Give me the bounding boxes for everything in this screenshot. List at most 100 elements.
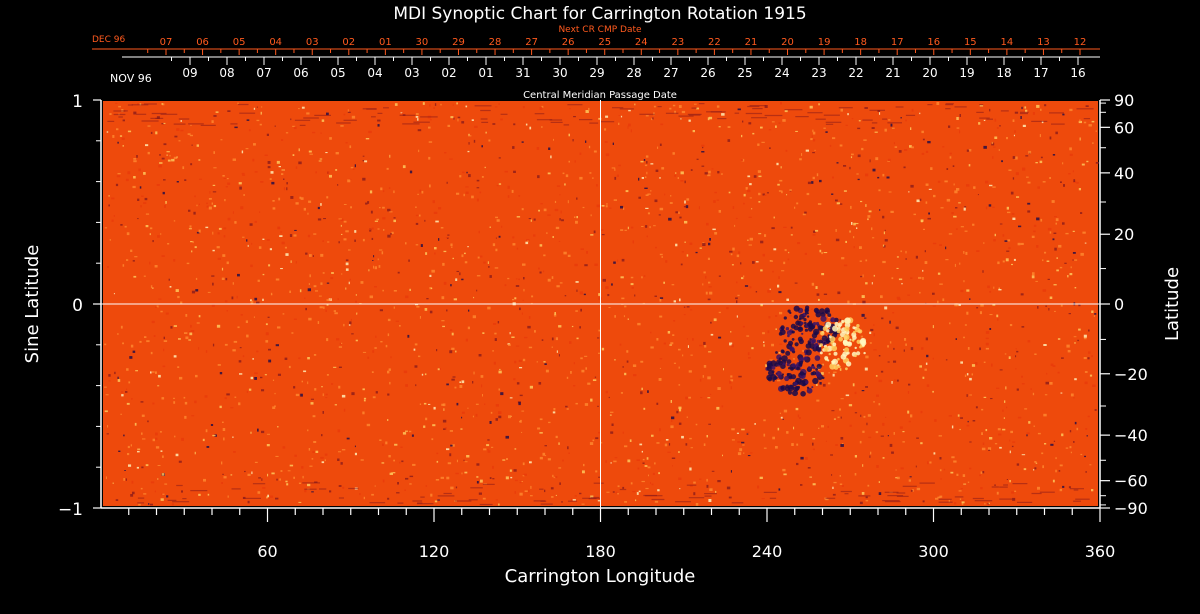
map-speckle: [118, 450, 121, 452]
map-speckle: [709, 393, 712, 395]
map-speckle: [735, 217, 738, 220]
map-speckle: [264, 374, 267, 376]
polar-streak: [945, 108, 951, 110]
map-speckle: [896, 296, 901, 299]
map-speckle: [181, 490, 183, 493]
map-speckle: [927, 461, 930, 465]
map-speckle: [833, 418, 836, 420]
map-speckle: [207, 291, 211, 293]
map-speckle: [678, 366, 680, 369]
map-speckle: [904, 338, 907, 341]
map-speckle: [340, 462, 343, 465]
map-speckle: [883, 231, 885, 235]
map-speckle: [1054, 216, 1057, 218]
polar-streak: [979, 104, 984, 106]
map-speckle: [374, 286, 377, 288]
map-speckle: [966, 184, 970, 187]
map-speckle: [614, 176, 617, 180]
map-speckle: [381, 462, 385, 464]
polar-streak: [764, 114, 783, 117]
axis-ticks: [93, 99, 1110, 522]
map-speckle: [760, 126, 763, 129]
next-cmp-date-label: 26: [562, 37, 575, 48]
map-speckle: [412, 463, 416, 466]
map-speckle: [960, 488, 963, 490]
map-speckle: [363, 399, 366, 402]
map-speckle: [647, 212, 650, 215]
polar-streak: [550, 121, 563, 123]
map-speckle: [706, 478, 708, 482]
map-speckle: [575, 402, 578, 405]
map-speckle: [144, 197, 148, 201]
map-speckle: [341, 273, 343, 275]
map-speckle: [804, 211, 807, 214]
map-speckle: [313, 441, 317, 443]
x-tick-label: 120: [419, 542, 450, 561]
map-speckle: [887, 158, 891, 161]
map-speckle: [882, 260, 886, 264]
map-speckle: [854, 391, 857, 395]
map-speckle: [956, 117, 959, 120]
map-speckle: [494, 338, 497, 341]
map-speckle: [395, 320, 399, 322]
map-speckle: [295, 166, 298, 169]
map-speckle: [569, 108, 571, 110]
map-speckle: [414, 343, 418, 346]
map-speckle: [1050, 443, 1054, 446]
map-speckle: [764, 194, 767, 196]
map-speckle: [963, 483, 967, 485]
map-speckle: [1033, 224, 1037, 227]
map-speckle: [318, 295, 322, 297]
map-speckle: [150, 371, 152, 374]
map-speckle: [924, 368, 927, 371]
map-speckle: [861, 147, 864, 151]
map-speckle: [779, 412, 781, 414]
map-speckle: [143, 275, 146, 277]
map-speckle: [149, 233, 151, 236]
map-speckle: [945, 259, 949, 261]
map-speckle: [1045, 381, 1049, 385]
map-speckle: [519, 480, 522, 484]
map-speckle: [1026, 176, 1029, 178]
map-speckle: [748, 122, 752, 125]
map-speckle: [308, 283, 310, 285]
map-speckle: [746, 433, 749, 435]
map-speckle: [704, 172, 708, 175]
map-speckle: [154, 490, 156, 493]
map-speckle: [198, 315, 201, 318]
map-speckle: [130, 344, 134, 348]
map-speckle: [811, 282, 815, 286]
map-speckle: [740, 159, 744, 162]
map-speckle: [354, 164, 356, 168]
map-speckle: [888, 119, 891, 121]
map-speckle: [679, 488, 681, 490]
map-speckle: [794, 206, 796, 209]
map-speckle: [1012, 217, 1016, 220]
map-speckle: [908, 479, 911, 482]
map-speckle: [194, 400, 197, 404]
map-speckle: [837, 291, 841, 295]
map-speckle: [761, 141, 765, 143]
negative-polarity-region: [793, 314, 799, 320]
map-speckle: [428, 141, 433, 143]
map-speckle: [1001, 160, 1003, 163]
map-speckle: [672, 334, 675, 336]
map-speckle: [736, 254, 740, 258]
map-speckle: [125, 478, 127, 481]
map-speckle: [450, 243, 453, 247]
map-speckle: [1052, 365, 1056, 367]
map-speckle: [150, 481, 155, 484]
polar-streak: [1073, 489, 1079, 491]
map-speckle: [424, 373, 427, 376]
map-speckle: [689, 461, 691, 463]
y-right-tick-label: −40: [1114, 426, 1148, 445]
map-speckle: [910, 489, 913, 492]
map-speckle: [157, 235, 160, 238]
map-speckle: [190, 324, 192, 328]
map-speckle: [1055, 218, 1059, 222]
map-speckle: [1059, 266, 1063, 269]
map-speckle: [606, 491, 610, 493]
map-speckle: [269, 248, 272, 251]
map-speckle: [216, 324, 221, 328]
map-speckle: [939, 495, 943, 498]
